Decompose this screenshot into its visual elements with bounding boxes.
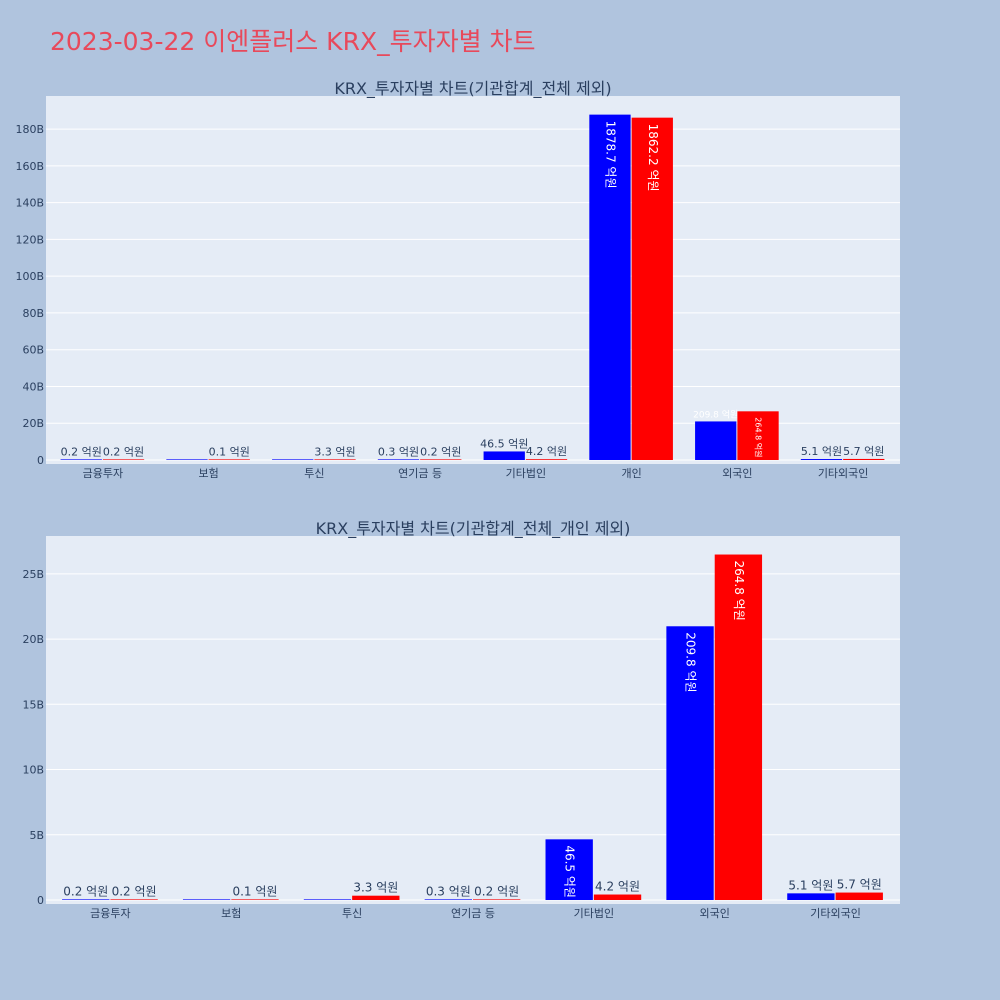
chart-title: KRX_투자자별 차트(기관합계_전체 제외) — [334, 79, 611, 99]
bar-red — [352, 895, 400, 900]
chart-title: KRX_투자자별 차트(기관합계_전체_개인 제외) — [316, 519, 631, 539]
bar-red — [631, 117, 673, 460]
y-tick-label: 40B — [22, 380, 44, 393]
bar-value-label: 209.8 억원 — [684, 632, 698, 692]
y-tick-label: 25B — [22, 568, 44, 581]
x-tick-label: 투신 — [304, 467, 324, 480]
y-tick-label: 120B — [15, 233, 44, 246]
bar-red — [102, 459, 145, 460]
plot-area — [46, 536, 900, 904]
y-tick-label: 180B — [15, 123, 44, 136]
bar-value-label: 0.2 억원 — [112, 884, 157, 898]
x-tick-label: 기타법인 — [506, 467, 546, 480]
bar-value-label: 0.2 억원 — [63, 884, 108, 898]
bar-value-label: 264.8 억원 — [732, 561, 746, 621]
bar-red — [231, 899, 279, 900]
bar-red — [714, 554, 763, 900]
bar-value-label: 0.2 억원 — [474, 884, 519, 898]
y-tick-label: 15B — [22, 698, 44, 711]
x-tick-label: 연기금 등 — [451, 907, 495, 920]
bar-blue — [62, 899, 110, 900]
bar-red — [110, 899, 158, 900]
x-tick-label: 금융투자 — [83, 467, 123, 480]
x-tick-label: 투신 — [342, 907, 362, 920]
x-tick-label: 외국인 — [722, 467, 752, 480]
y-tick-label: 0 — [37, 454, 44, 467]
bar-red — [835, 892, 883, 900]
bar-blue — [589, 114, 631, 460]
x-tick-label: 보험 — [221, 907, 241, 920]
bar-red — [737, 411, 779, 460]
y-tick-label: 10B — [22, 764, 44, 777]
bar-value-label: 0.2 억원 — [103, 445, 144, 458]
bar-blue — [787, 893, 835, 900]
bar-blue — [424, 899, 472, 900]
bar-blue — [377, 459, 420, 460]
bar-blue — [166, 459, 208, 460]
y-tick-label: 20B — [22, 417, 44, 430]
x-tick-label: 개인 — [622, 467, 642, 480]
bar-value-label: 209.8 억원 — [693, 408, 738, 420]
bar-blue — [800, 459, 843, 460]
page-title: 2023-03-22 이엔플러스 KRX_투자자별 차트 — [50, 27, 536, 56]
y-tick-label: 20B — [22, 633, 44, 646]
x-tick-label: 금융투자 — [90, 907, 130, 920]
x-tick-label: 연기금 등 — [398, 467, 442, 480]
x-tick-label: 기타외국인 — [818, 467, 869, 480]
bar-blue — [272, 459, 314, 460]
bar-value-label: 5.1 억원 — [801, 445, 842, 458]
plot-area — [46, 96, 900, 464]
bar-value-label: 0.3 억원 — [378, 445, 419, 458]
bar-red — [473, 899, 521, 900]
bar-value-label: 4.2 억원 — [595, 880, 640, 894]
y-tick-label: 5B — [29, 829, 44, 842]
bar-value-label: 1862.2 억원 — [646, 124, 660, 192]
y-tick-label: 0 — [37, 894, 44, 907]
bar-value-label: 0.1 억원 — [209, 445, 250, 458]
bar-value-label: 5.7 억원 — [837, 878, 882, 892]
bar-blue — [695, 421, 737, 460]
bar-red — [208, 459, 250, 460]
bar-red — [314, 459, 356, 460]
x-tick-label: 기타법인 — [574, 907, 614, 920]
bar-value-label: 0.3 억원 — [426, 884, 471, 898]
bar-value-label: 3.3 억원 — [353, 881, 398, 895]
bar-red — [525, 459, 568, 460]
bar-value-label: 264.8 억원 — [754, 417, 764, 457]
bar-blue — [182, 899, 231, 900]
bar-value-label: 46.5 억원 — [480, 437, 528, 450]
bar-red — [420, 459, 462, 460]
y-tick-label: 140B — [15, 197, 44, 210]
bar-value-label: 0.2 억원 — [61, 445, 102, 458]
x-tick-label: 외국인 — [700, 907, 730, 920]
bar-blue — [666, 626, 714, 900]
chart-bottom: 0 5B 10B 15B 20B 25B KRX_투자자별 차트(기관합계_전체_개인 제외… — [22, 519, 900, 920]
bar-value-label: 4.2 억원 — [526, 445, 567, 458]
chart-top: 0 20B 40B 60B 80B 100B 120B 140B 160B 180B KRX_투자자… — [15, 79, 900, 480]
bar-blue — [303, 899, 352, 900]
bar-value-label: 0.2 억원 — [420, 445, 461, 458]
bar-blue — [483, 451, 525, 460]
bar-value-label: 46.5 억원 — [563, 845, 577, 898]
bar-value-label: 1878.7 억원 — [603, 121, 617, 189]
bar-value-label: 3.3 억원 — [314, 445, 355, 458]
bar-blue — [60, 459, 102, 460]
bar-value-label: 0.1 억원 — [232, 884, 277, 898]
bar-blue — [545, 839, 593, 900]
bar-value-label: 5.1 억원 — [788, 878, 833, 892]
bar-red — [593, 894, 642, 900]
y-tick-label: 60B — [22, 344, 44, 357]
x-tick-label: 보험 — [199, 467, 219, 480]
bar-red — [843, 458, 885, 460]
x-tick-label: 기타외국인 — [810, 907, 861, 920]
y-tick-label: 80B — [22, 307, 44, 320]
y-tick-label: 160B — [15, 160, 44, 173]
bar-value-label: 5.7 억원 — [843, 445, 884, 458]
y-tick-label: 100B — [15, 270, 44, 283]
